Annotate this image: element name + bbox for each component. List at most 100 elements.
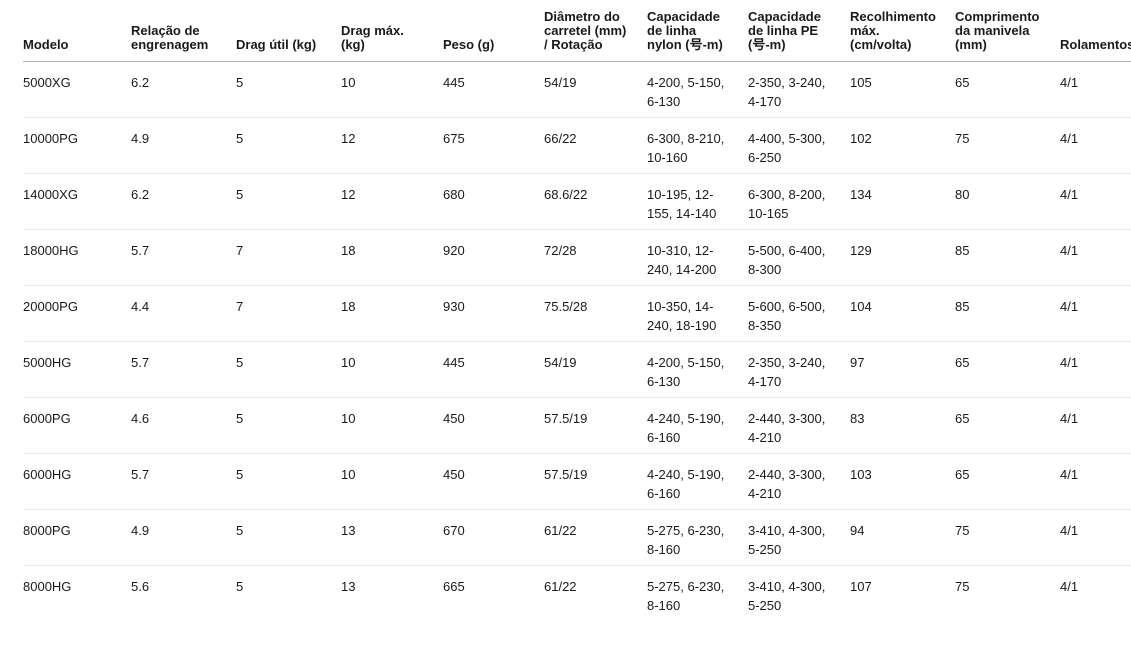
cell-drag-max: 10 [341,397,443,454]
cell-recolhimento-max: 83 [850,397,955,454]
cell-recolhimento-max: 129 [850,229,955,286]
cell-peso: 670 [443,509,544,566]
cell-drag-max: 13 [341,509,443,566]
column-header-capacidade-linha-nylon: Capacidade de linha nylon (号-m) [647,0,748,62]
column-header-peso: Peso (g) [443,0,544,62]
cell-capacidade-linha-pe: 4-400, 5-300, 6-250 [748,117,850,174]
cell-diametro-carretel-rotacao: 68.6/22 [544,173,647,230]
cell-rolamentos: 4/1 [1060,341,1131,398]
cell-peso: 680 [443,173,544,230]
cell-comprimento-manivela: 75 [955,117,1060,174]
cell-capacidade-linha-pe: 3-410, 4-300, 5-250 [748,565,850,621]
cell-recolhimento-max: 103 [850,453,955,510]
cell-capacidade-linha-nylon: 10-195, 12-155, 14-140 [647,173,748,230]
cell-peso: 675 [443,117,544,174]
table-row-10000pg: 10000PG 4.9 5 12 675 66/22 6-300, 8-210, 10-16… [23,117,1131,174]
cell-modelo: 6000HG [23,453,131,510]
cell-modelo: 20000PG [23,285,131,342]
cell-drag-util: 5 [236,75,244,90]
cell-capacidade-linha-nylon: 10-310, 12-240, 14-200 [647,229,748,286]
cell-drag-util: 7 [236,229,341,286]
cell-drag-max: 12 [341,117,443,174]
cell-rolamentos: 4/1 [1060,453,1131,510]
cell-comprimento-manivela: 65 [955,453,1060,510]
cell-drag-max: 10 [341,341,443,398]
cell-capacidade-linha-nylon: 4-240, 5-190, 6-160 [647,397,748,454]
cell-capacidade-linha-nylon: 5-275, 6-230, 8-160 [647,509,748,566]
cell-relacao-engrenagem: 6.2 [131,173,236,230]
cell-comprimento-manivela: 85 [955,229,1060,286]
cell-drag-max: 12 [341,173,443,230]
cell-rolamentos: 4/1 [1060,397,1131,454]
cell-relacao-engrenagem: 6.2 [131,75,150,90]
column-header-relacao-engrenagem: Relação de engrenagem [131,0,236,62]
cell-comprimento-manivela: 80 [955,173,1060,230]
cell-relacao-engrenagem: 5.7 [131,341,236,398]
cell-modelo: 14000XG [23,173,131,230]
specs-table-body: 5000XG 6.2 5 10 445 54/19 4-200, 5-150, 6-130 2… [23,62,1131,621]
cell-relacao-engrenagem: 5.6 [131,565,236,621]
cell-modelo: 10000PG [23,117,131,174]
cell-drag-util: 5 [236,565,341,621]
cell-drag-util: 5 [236,397,341,454]
cell-diametro-carretel-rotacao: 54/19 [544,75,577,90]
cell-drag-util: 5 [236,453,341,510]
cell-relacao-engrenagem: 4.9 [131,509,236,566]
column-header-drag-max: Drag máx. (kg) [341,0,443,62]
cell-capacidade-linha-pe: 2-350, 3-240, 4-170 [748,341,850,398]
column-header-diametro-carretel-rotacao: Diâmetro do carretel (mm) / Rotação [544,0,647,62]
cell-capacidade-linha-pe: 2-350, 3-240, 4-170 [748,75,826,109]
cell-rolamentos: 4/1 [1060,565,1131,621]
cell-comprimento-manivela: 85 [955,285,1060,342]
cell-comprimento-manivela: 65 [955,341,1060,398]
cell-modelo: 8000PG [23,509,131,566]
cell-diametro-carretel-rotacao: 72/28 [544,229,647,286]
cell-drag-max: 13 [341,565,443,621]
table-row-8000hg: 8000HG 5.6 5 13 665 61/22 5-275, 6-230, 8-160 3… [23,565,1131,621]
cell-peso: 445 [443,341,544,398]
cell-rolamentos: 4/1 [1060,285,1131,342]
cell-relacao-engrenagem: 4.6 [131,397,236,454]
cell-capacidade-linha-nylon: 4-200, 5-150, 6-130 [647,75,725,109]
cell-comprimento-manivela: 65 [955,397,1060,454]
cell-recolhimento-max: 102 [850,117,955,174]
cell-drag-util: 7 [236,285,341,342]
cell-modelo: 5000XG [23,75,71,90]
cell-drag-util: 5 [236,509,341,566]
reel-specs-table: Modelo Relação de engrenagem Drag útil (kg… [23,0,1131,621]
cell-relacao-engrenagem: 4.4 [131,285,236,342]
column-header-rolamentos: Rolamentos [1060,0,1131,62]
cell-drag-util: 5 [236,117,341,174]
table-row-5000hg: 5000HG 5.7 5 10 445 54/19 4-200, 5-150, 6-130 2… [23,341,1131,398]
cell-peso: 450 [443,453,544,510]
cell-drag-max: 10 [341,75,356,90]
cell-peso: 920 [443,229,544,286]
table-row-5000xg: 5000XG 6.2 5 10 445 54/19 4-200, 5-150, 6-130 2… [23,62,1131,118]
cell-rolamentos: 4/1 [1060,75,1079,90]
table-row-8000pg: 8000PG 4.9 5 13 670 61/22 5-275, 6-230, 8-160 3… [23,509,1131,566]
cell-diametro-carretel-rotacao: 57.5/19 [544,453,647,510]
cell-diametro-carretel-rotacao: 54/19 [544,341,647,398]
cell-peso: 665 [443,565,544,621]
table-row-20000pg: 20000PG 4.4 7 18 930 75.5/28 10-350, 14-240, 1… [23,285,1131,342]
column-header-comprimento-manivela: Comprimento da manivela (mm) [955,0,1060,62]
cell-drag-max: 18 [341,285,443,342]
cell-diametro-carretel-rotacao: 61/22 [544,565,647,621]
cell-capacidade-linha-pe: 3-410, 4-300, 5-250 [748,509,850,566]
cell-diametro-carretel-rotacao: 57.5/19 [544,397,647,454]
table-row-18000hg: 18000HG 5.7 7 18 920 72/28 10-310, 12-240, 14-… [23,229,1131,286]
table-row-6000hg: 6000HG 5.7 5 10 450 57.5/19 4-240, 5-190, 6-16… [23,453,1131,510]
cell-capacidade-linha-nylon: 4-200, 5-150, 6-130 [647,341,748,398]
table-row-14000xg: 14000XG 6.2 5 12 680 68.6/22 10-195, 12-155, 1… [23,173,1131,230]
cell-comprimento-manivela: 65 [955,75,970,90]
cell-recolhimento-max: 94 [850,509,955,566]
cell-capacidade-linha-pe: 5-500, 6-400, 8-300 [748,229,850,286]
cell-modelo: 5000HG [23,341,131,398]
cell-peso: 450 [443,397,544,454]
cell-modelo: 6000PG [23,397,131,454]
cell-capacidade-linha-nylon: 4-240, 5-190, 6-160 [647,453,748,510]
cell-drag-max: 10 [341,453,443,510]
cell-recolhimento-max: 134 [850,173,955,230]
cell-capacidade-linha-nylon: 10-350, 14-240, 18-190 [647,285,748,342]
cell-peso: 445 [443,75,465,90]
